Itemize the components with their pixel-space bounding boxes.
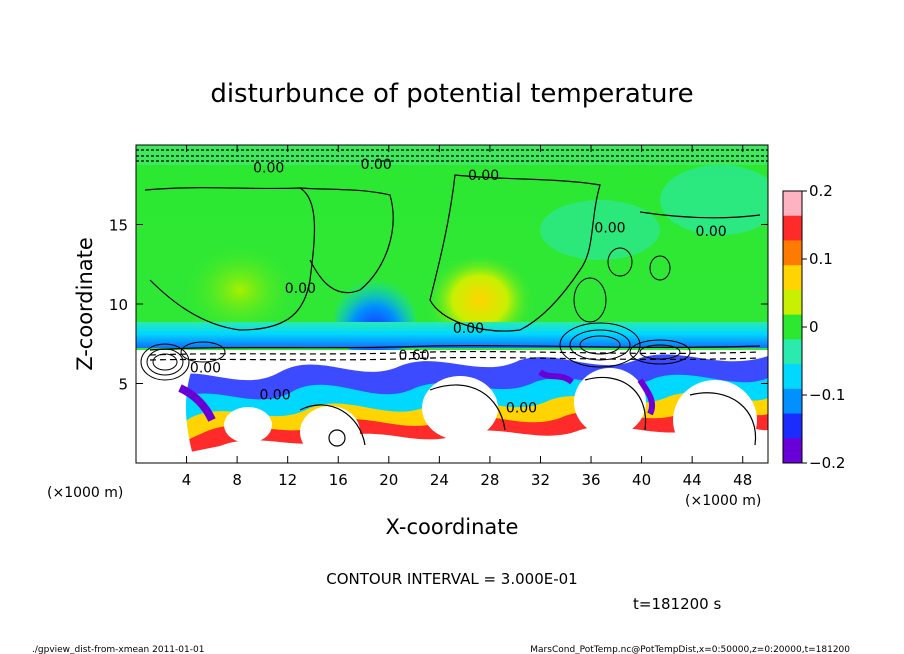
colorbar-tick-label: 0.2 (809, 182, 833, 200)
y-axis: 5 10 15 (109, 217, 768, 394)
colorbar-swatch (783, 240, 802, 266)
contour-label: 0.00 (453, 321, 484, 337)
x-tick-label: 16 (329, 471, 348, 489)
chart-title: disturbunce of potential temperature (210, 79, 693, 109)
colorbar-tick-label: −0.1 (809, 386, 845, 404)
y-tick-label: 5 (118, 376, 128, 394)
contour-label: 0.00 (361, 157, 392, 173)
y-tick-label: 10 (109, 296, 128, 314)
colorbar-swatch (783, 339, 802, 365)
y-tick-label: 15 (109, 217, 128, 235)
colorbar-tick-label: 0 (809, 318, 819, 336)
colorbar-tick-label: −0.2 (809, 454, 845, 472)
x-tick-label: 24 (430, 471, 449, 489)
colorbar-swatch (783, 289, 802, 316)
footer-right: MarsCond_PotTemp.nc@PotTempDist,x=0:5000… (530, 645, 850, 654)
x-axis-label: X-coordinate (386, 515, 519, 539)
colorbar-tick-label: 0.1 (809, 250, 833, 268)
contour-label: 0.00 (253, 160, 284, 176)
colorbar-swatch (783, 364, 802, 390)
x-tick-label: 36 (581, 471, 600, 489)
colorbar-ticks: 0.2 0.1 0 −0.1 −0.2 (802, 182, 845, 472)
contour-label: 0.00 (259, 388, 290, 404)
colorbar-swatch (783, 388, 802, 415)
contour-label: 0.00 (285, 281, 316, 297)
contour-label: 0.00 (190, 361, 221, 377)
colorbar-swatch (783, 438, 802, 464)
contour-label: 0.00 (594, 221, 625, 237)
colorbar (782, 190, 803, 464)
contour-label: 0.00 (506, 400, 537, 416)
x-tick-label: 44 (683, 471, 702, 489)
x-unit-right: (×1000 m) (685, 493, 761, 509)
x-tick-label: 4 (182, 471, 192, 489)
x-tick-label: 12 (278, 471, 297, 489)
x-axis: 4 8 12 16 20 24 28 32 36 40 44 48 (182, 145, 752, 489)
y-axis-label: Z-coordinate (73, 237, 97, 371)
colorbar-swatch (783, 413, 802, 439)
colorbar-swatch (783, 314, 802, 340)
time-label: t=181200 s (633, 595, 721, 613)
contour-label: 0.60 (398, 348, 429, 364)
contour-labels: 0.00 0.00 0.00 0.00 0.00 0.00 0.60 0.00 0.00 0.00… (190, 157, 727, 416)
contour-label: 0.00 (696, 224, 727, 240)
x-tick-label: 32 (531, 471, 550, 489)
colorbar-swatch (783, 191, 802, 217)
x-tick-label: 20 (379, 471, 398, 489)
x-tick-label: 40 (632, 471, 651, 489)
contour-label: 0.00 (468, 168, 499, 184)
x-unit-left: (×1000 m) (47, 485, 123, 501)
x-tick-label: 48 (733, 471, 752, 489)
x-tick-label: 8 (232, 471, 242, 489)
footer-left: ./gpview_dist-from-xmean 2011-01-01 (32, 645, 204, 654)
contour-interval: CONTOUR INTERVAL = 3.000E-01 (326, 570, 577, 588)
x-tick-label: 28 (480, 471, 499, 489)
colorbar-swatch (783, 215, 802, 241)
colorbar-swatch (783, 265, 802, 291)
plot-field (136, 145, 768, 463)
